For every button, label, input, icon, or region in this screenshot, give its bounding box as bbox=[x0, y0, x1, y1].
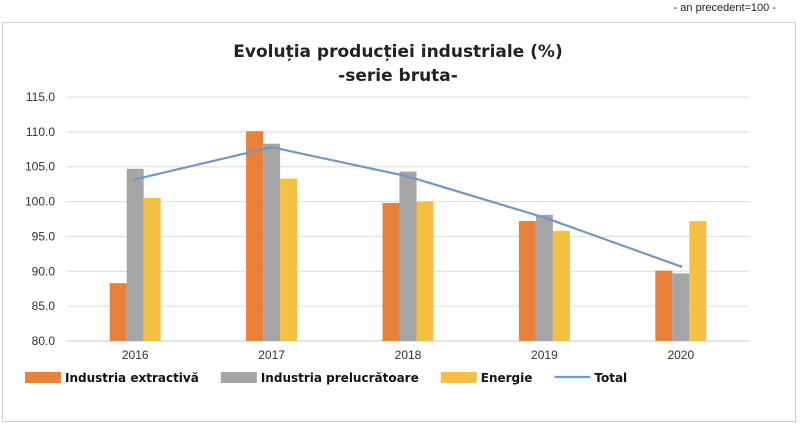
y-axis-ticks: 80.0 85.0 90.0 95.0 100.0 105.0 110.0 115.0 bbox=[25, 90, 55, 348]
legend-swatch bbox=[440, 372, 477, 383]
bar-industria-extractiv--2018 bbox=[382, 202, 400, 341]
x-tick-label: 2019 bbox=[531, 348, 558, 362]
base-note: - an precedent=100 - bbox=[673, 2, 776, 14]
x-tick-label: 2016 bbox=[122, 348, 149, 362]
x-axis-ticks: 2016 2017 2018 2019 2020 bbox=[122, 348, 695, 362]
bar-industria-prelucr-toare-2020 bbox=[672, 273, 690, 341]
bar-industria-extractiv--2017 bbox=[246, 131, 264, 341]
y-tick-label: 90.0 bbox=[32, 264, 56, 278]
legend-label: Total bbox=[594, 371, 627, 385]
legend-label: Industria extractivă bbox=[65, 371, 199, 385]
point-total-2020 bbox=[679, 264, 683, 268]
legend-label: Industria prelucrătoare bbox=[261, 371, 419, 385]
legend: Industria extractivă Industria prelucrăto… bbox=[25, 371, 627, 385]
point-total-2016 bbox=[133, 177, 137, 181]
point-total-2019 bbox=[542, 216, 546, 220]
bar-energie-2020 bbox=[689, 221, 707, 341]
bar-industria-prelucr-toare-2016 bbox=[126, 168, 144, 341]
y-tick-label: 100.0 bbox=[25, 195, 55, 209]
x-tick-label: 2017 bbox=[258, 348, 285, 362]
bar-energie-2018 bbox=[416, 201, 434, 341]
legend-swatch bbox=[220, 372, 257, 383]
legend-swatch bbox=[25, 372, 61, 383]
y-tick-label: 85.0 bbox=[32, 299, 56, 313]
chart-title: Evoluția producției industriale (%) bbox=[233, 42, 562, 62]
x-tick-label: 2020 bbox=[667, 348, 694, 362]
bar-energie-2016 bbox=[143, 198, 161, 341]
bar-industria-extractiv--2016 bbox=[109, 283, 127, 341]
production-chart: Evoluția producției industriale (%) -ser… bbox=[25, 42, 749, 385]
bar-industria-prelucr-toare-2018 bbox=[399, 171, 417, 341]
chart-frame: Evoluția producției industriale (%) -ser… bbox=[2, 22, 796, 422]
bar-industria-extractiv--2019 bbox=[518, 221, 536, 341]
bar-industria-extractiv--2020 bbox=[655, 270, 673, 341]
legend-label: Energie bbox=[481, 371, 533, 385]
y-tick-label: 80.0 bbox=[32, 334, 56, 348]
total-line-layer bbox=[133, 145, 683, 268]
bar-industria-prelucr-toare-2017 bbox=[263, 143, 281, 341]
point-total-2018 bbox=[406, 174, 410, 178]
y-tick-label: 95.0 bbox=[32, 229, 56, 243]
bar-energie-2019 bbox=[552, 230, 570, 341]
chart-subtitle: -serie bruta- bbox=[338, 66, 458, 86]
bar-energie-2017 bbox=[280, 178, 298, 341]
x-tick-label: 2018 bbox=[395, 348, 422, 362]
y-tick-label: 115.0 bbox=[26, 90, 55, 104]
y-tick-label: 110.0 bbox=[26, 125, 55, 139]
point-total-2017 bbox=[270, 145, 274, 149]
bar-industria-prelucr-toare-2019 bbox=[535, 214, 553, 341]
bars bbox=[109, 131, 707, 341]
y-tick-label: 105.0 bbox=[25, 160, 55, 174]
